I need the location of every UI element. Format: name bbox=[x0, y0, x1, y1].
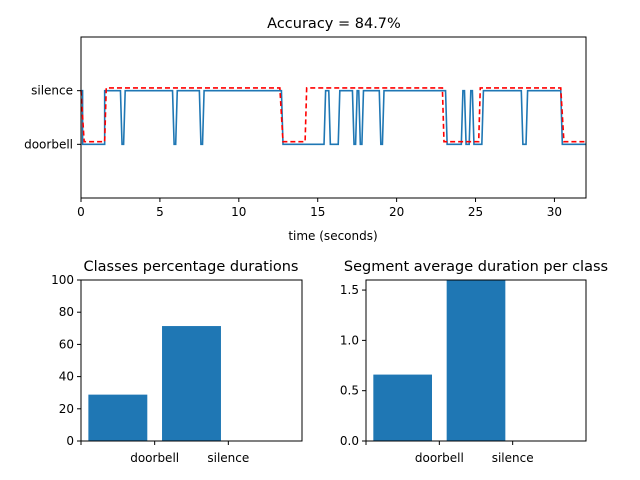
timeline-x-axis-label: time (seconds) bbox=[288, 229, 377, 243]
y-tick-label: 100 bbox=[51, 273, 74, 287]
y-tick-label: 0.0 bbox=[340, 434, 359, 448]
y-tick-label: 1.0 bbox=[340, 333, 359, 347]
bar-doorbell bbox=[373, 374, 432, 441]
x-tick-label: silence bbox=[492, 451, 534, 465]
segment-duration-chart-title: Segment average duration per class bbox=[344, 259, 608, 275]
timeline-plot-frame bbox=[80, 36, 587, 199]
bar-doorbell bbox=[88, 394, 148, 441]
bar-silence bbox=[446, 280, 506, 441]
y-tick-label: 80 bbox=[59, 305, 74, 319]
y-tick-label: 0 bbox=[66, 434, 74, 448]
timeline-y-ticks: doorbell silence bbox=[24, 84, 81, 151]
y-tick-label: doorbell bbox=[24, 137, 73, 151]
segment-duration-plot-frame bbox=[365, 279, 587, 442]
x-tick-label: 20 bbox=[389, 205, 404, 219]
y-tick-label: 0.5 bbox=[340, 384, 359, 398]
x-tick-label: silence bbox=[207, 451, 249, 465]
percentage-chart-title: Classes percentage durations bbox=[84, 259, 299, 275]
x-tick-label: 10 bbox=[231, 205, 246, 219]
x-tick-label: doorbell bbox=[415, 451, 464, 465]
timeline-title: Accuracy = 84.7% bbox=[267, 16, 401, 32]
timeline-chart: Accuracy = 84.7% 0 5 10 15 20 25 30 doorbell si… bbox=[24, 16, 587, 243]
timeline-x-ticks: 0 5 10 15 20 25 30 bbox=[77, 198, 562, 219]
x-tick-label: 0 bbox=[77, 205, 85, 219]
percentage-y-ticks: 0 20 40 60 80 100 bbox=[51, 273, 81, 448]
segment-duration-bars bbox=[373, 280, 506, 441]
predicted-line bbox=[81, 89, 586, 146]
x-tick-label: 30 bbox=[547, 205, 562, 219]
y-tick-label: 20 bbox=[59, 402, 74, 416]
timeline-series-group bbox=[80, 87, 586, 146]
segment-duration-bar-chart: Segment average duration per class doorb… bbox=[340, 259, 608, 465]
y-tick-label: 40 bbox=[59, 370, 74, 384]
percentage-x-ticks: doorbell silence bbox=[80, 441, 249, 465]
y-tick-label: silence bbox=[31, 84, 73, 98]
x-tick-label: doorbell bbox=[130, 451, 179, 465]
segment-duration-x-ticks: doorbell silence bbox=[365, 441, 534, 465]
x-tick-label: 15 bbox=[310, 205, 325, 219]
segment-duration-y-ticks: 0.0 0.5 1.0 1.5 bbox=[340, 283, 366, 448]
percentage-plot-frame bbox=[80, 279, 303, 442]
x-tick-label: 5 bbox=[156, 205, 164, 219]
y-tick-label: 1.5 bbox=[340, 283, 359, 297]
y-tick-label: 60 bbox=[59, 337, 74, 351]
x-tick-label: 25 bbox=[468, 205, 483, 219]
ground-truth-line bbox=[80, 87, 586, 143]
percentage-bar-chart: Classes percentage durations doorbell sil… bbox=[51, 259, 303, 465]
percentage-bars bbox=[88, 326, 221, 441]
bar-silence bbox=[162, 326, 221, 441]
